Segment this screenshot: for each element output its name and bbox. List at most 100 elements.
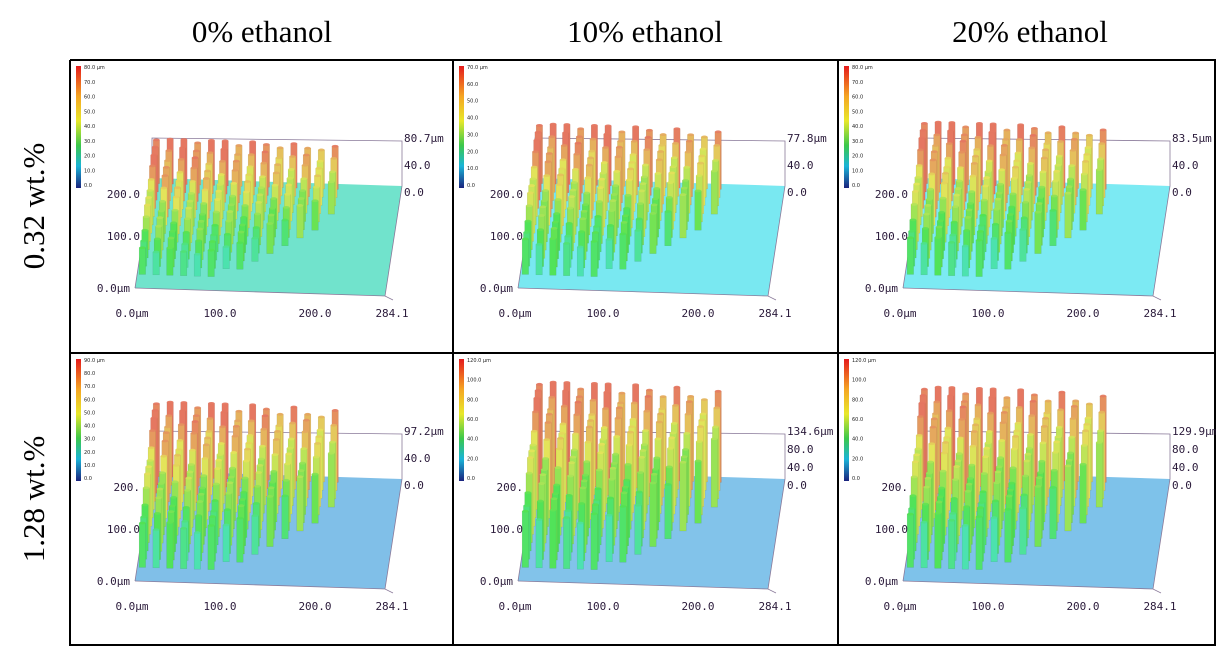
pillar-top	[151, 145, 159, 149]
colorbar-label: 100.0	[467, 378, 481, 384]
pillar-top	[570, 448, 578, 452]
pillar-top	[554, 198, 562, 201]
pillar-top	[686, 139, 693, 143]
pillar-top	[180, 250, 187, 253]
pillar-top	[1067, 177, 1074, 181]
pillar-top	[997, 456, 1004, 460]
pillar-top	[569, 188, 577, 192]
pillar-top	[610, 461, 618, 465]
pillar-top	[244, 447, 251, 451]
pillar-top	[988, 130, 996, 134]
pillar-top	[987, 411, 994, 415]
pillar-top	[1082, 160, 1089, 163]
pillar-top	[151, 408, 159, 412]
pillar-top	[531, 165, 538, 169]
pillar-top	[1071, 137, 1078, 141]
pillar-top	[1042, 416, 1049, 420]
pillar-top	[565, 494, 573, 497]
pillar-top	[612, 452, 619, 456]
pillar	[679, 194, 687, 239]
pillar-top	[617, 139, 624, 143]
pillar-top	[558, 431, 566, 435]
pillar-top	[197, 492, 205, 496]
pillar-top	[975, 515, 983, 519]
y-axis-label: 0.0μm	[97, 282, 130, 295]
pillar	[180, 528, 188, 569]
pillar-top	[552, 492, 559, 496]
colorbar-label: 30.0	[84, 139, 95, 145]
pillar-top	[215, 458, 223, 462]
pillar-top	[694, 189, 702, 193]
x-axis-label: 200.0	[1066, 307, 1099, 320]
pillar-top	[154, 237, 161, 241]
y-axis-label: 200.0	[107, 188, 140, 201]
pillar-top	[184, 488, 191, 492]
pillar-top	[296, 475, 304, 479]
pillar-top	[224, 508, 231, 512]
pillar-top	[646, 388, 653, 392]
pillar-top	[933, 400, 941, 404]
pillar-top	[330, 157, 338, 160]
y-axis-label: 0.0μm	[480, 282, 513, 295]
pillar-top	[1097, 429, 1104, 433]
pillar-top	[574, 141, 582, 145]
pillar	[634, 505, 642, 555]
pillar-top	[1065, 185, 1073, 189]
pillar-top	[977, 229, 984, 233]
pillar-top	[992, 499, 999, 503]
pillar-top	[584, 440, 592, 444]
pillar-top	[329, 440, 336, 444]
pillar-top	[1004, 507, 1012, 511]
pillar-top	[203, 443, 210, 447]
pillar	[1064, 465, 1072, 532]
pillar-top	[314, 174, 321, 178]
pillar-top	[524, 219, 532, 223]
pillar-top	[629, 417, 637, 421]
pillar-top	[1009, 466, 1017, 470]
pillar-top	[331, 144, 339, 148]
pillar-top	[613, 170, 621, 173]
pillar-top	[983, 446, 991, 450]
pillar-top	[159, 471, 166, 475]
pillar	[166, 247, 174, 276]
pillar-top	[549, 237, 557, 240]
pillar-top	[917, 148, 924, 152]
pillar-top	[314, 442, 321, 445]
pillar-top	[617, 401, 624, 405]
pillar-top	[1064, 191, 1072, 195]
pillar-top	[1083, 422, 1091, 426]
pillar-top	[161, 174, 169, 178]
pillar-top	[610, 193, 618, 196]
pillar-top	[214, 198, 221, 201]
pillar-top	[550, 497, 558, 501]
pillar	[1034, 211, 1042, 254]
pillar-top	[229, 466, 236, 470]
pillar-top	[592, 503, 599, 507]
x-axis-label: 284.1	[1143, 307, 1176, 320]
z-axis-label: 40.0	[787, 461, 814, 474]
pillar-top	[608, 209, 615, 212]
y-axis-label: 200.0	[490, 188, 523, 201]
pillar-top	[712, 159, 719, 162]
pillar	[1079, 189, 1087, 231]
pillar-top	[570, 181, 578, 184]
pillar	[180, 251, 188, 276]
pillar-top	[252, 502, 260, 505]
pillar-top	[241, 204, 249, 207]
pillar-top	[958, 150, 966, 154]
pillar-top	[167, 236, 175, 240]
pillar-top	[667, 181, 674, 184]
pillar-top	[1024, 452, 1032, 456]
pillar-top	[182, 230, 190, 234]
pillar-top	[968, 463, 976, 467]
pillar-top	[622, 214, 629, 218]
pillar-top	[577, 521, 584, 525]
pillar	[1095, 442, 1103, 508]
pillar-top	[155, 496, 162, 500]
pillar-top	[1058, 125, 1066, 129]
pillar-top	[311, 199, 319, 203]
pillar-top	[654, 172, 662, 175]
pillar-top	[552, 220, 559, 224]
pillar-top	[986, 430, 993, 433]
pillar-top	[679, 193, 687, 196]
